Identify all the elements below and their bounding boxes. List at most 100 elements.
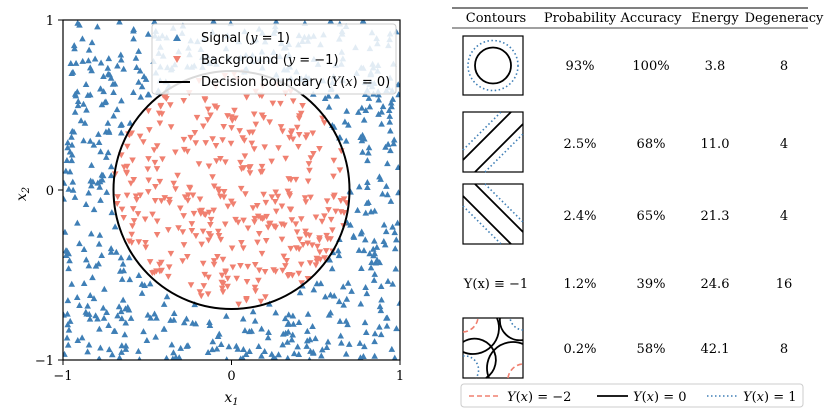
signal-point <box>86 64 94 71</box>
signal-point <box>279 341 286 348</box>
signal-point <box>384 140 392 147</box>
background-point <box>151 159 159 166</box>
background-point <box>232 216 239 223</box>
background-point <box>302 228 309 235</box>
signal-point <box>126 276 134 283</box>
background-point <box>305 161 313 168</box>
signal-point <box>108 351 116 358</box>
background-point <box>251 284 259 291</box>
background-point <box>289 98 297 105</box>
background-point <box>149 270 156 277</box>
signal-point <box>104 64 112 71</box>
background-point <box>128 231 136 238</box>
signal-point <box>78 334 86 341</box>
signal-point <box>375 110 382 117</box>
signal-point <box>82 308 90 315</box>
signal-point <box>396 299 400 306</box>
background-point <box>214 254 221 261</box>
accuracy-cell: 39% <box>637 277 666 292</box>
background-point <box>155 110 163 117</box>
contour-diagonal-up-glyph <box>462 111 524 173</box>
signal-point <box>63 167 70 174</box>
background-point <box>243 279 251 286</box>
signal-point <box>356 339 364 346</box>
signal-point <box>355 246 363 253</box>
signal-point <box>71 45 78 52</box>
signal-point <box>89 274 96 281</box>
background-point <box>282 155 289 162</box>
background-point <box>281 222 288 229</box>
signal-point <box>97 59 105 66</box>
background-point <box>144 189 152 196</box>
background-point <box>337 209 345 216</box>
signal-point <box>355 183 363 190</box>
background-point <box>128 130 135 137</box>
background-point <box>321 255 329 262</box>
background-point <box>180 146 188 153</box>
signal-point <box>95 139 103 146</box>
signal-point <box>117 56 125 63</box>
table-header-cell: Probability <box>544 11 617 26</box>
signal-point <box>68 280 76 287</box>
signal-point <box>88 182 95 189</box>
signal-point <box>119 260 127 267</box>
signal-point <box>371 330 379 337</box>
background-point <box>184 148 191 155</box>
signal-point <box>105 128 113 135</box>
background-point <box>274 193 282 200</box>
contour-diagonal-down-glyph <box>462 183 524 245</box>
signal-point <box>142 75 150 82</box>
background-point <box>218 285 226 292</box>
background-point <box>165 273 172 280</box>
signal-point <box>384 160 391 167</box>
signal-point <box>383 314 390 321</box>
signal-point <box>117 254 125 261</box>
background-point <box>237 159 244 166</box>
signal-point <box>86 292 94 299</box>
signal-point <box>170 316 178 323</box>
signal-point <box>242 351 250 358</box>
signal-point <box>365 144 373 151</box>
background-point <box>175 225 182 232</box>
background-point <box>323 232 330 239</box>
background-point <box>149 211 156 218</box>
background-point <box>212 142 220 149</box>
signal-point <box>347 221 354 228</box>
background-point <box>224 203 232 210</box>
signal-point <box>63 334 71 341</box>
signal-point <box>168 341 176 348</box>
signal-point <box>335 252 343 259</box>
background-point <box>167 250 175 257</box>
signal-point <box>307 356 312 360</box>
background-point <box>252 121 260 128</box>
background-point <box>272 208 280 215</box>
signal-point <box>87 177 94 184</box>
signal-point <box>117 51 125 58</box>
signal-point <box>65 185 73 192</box>
signal-point <box>322 293 329 300</box>
signal-point <box>388 103 395 110</box>
signal-point <box>144 30 152 37</box>
background-point <box>217 236 225 243</box>
signal-point <box>88 161 95 168</box>
background-point <box>145 156 152 163</box>
signal-point <box>376 303 384 310</box>
signal-point <box>367 264 375 271</box>
signal-point <box>126 119 134 126</box>
background-point <box>238 166 245 173</box>
signal-point <box>272 309 280 316</box>
signal-point <box>163 354 170 360</box>
background-point <box>192 233 200 240</box>
background-point <box>314 243 321 250</box>
background-point <box>312 214 320 221</box>
background-point <box>295 115 303 122</box>
signal-point <box>84 348 91 355</box>
signal-point <box>383 182 390 189</box>
signal-point <box>360 247 368 254</box>
contour-legend: Y(x) = −2 Y(x) = 0 Y(x) = 1 <box>460 383 804 408</box>
signal-point <box>76 301 83 308</box>
background-point <box>204 117 211 124</box>
signal-point <box>327 309 334 316</box>
signal-point <box>113 106 121 113</box>
background-point <box>127 180 135 187</box>
